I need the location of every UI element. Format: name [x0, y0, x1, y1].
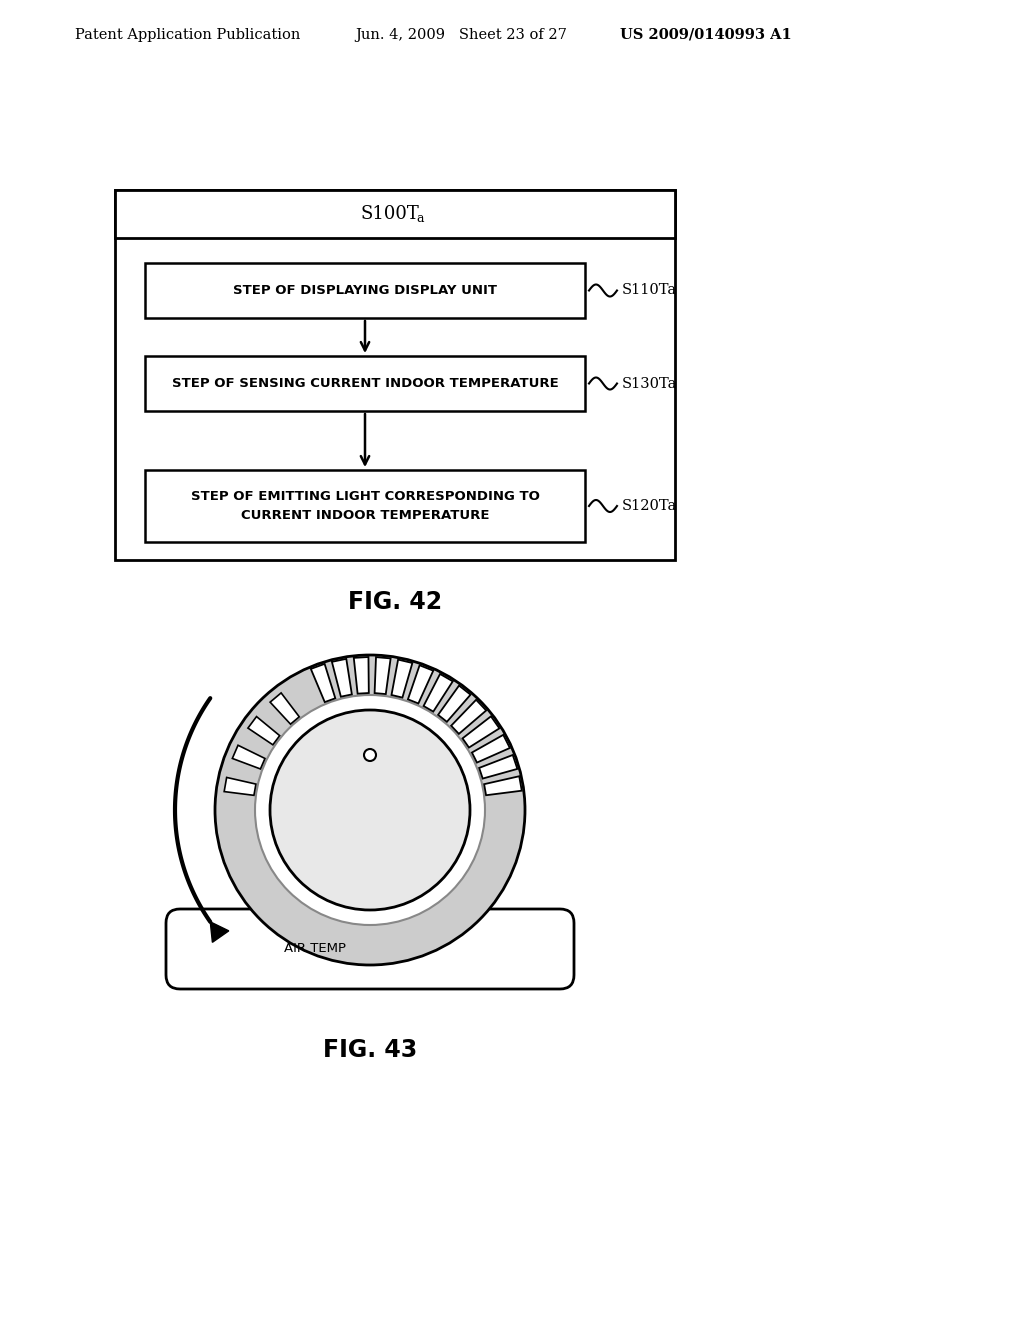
- Polygon shape: [232, 746, 265, 770]
- Text: AIR TEMP: AIR TEMP: [284, 942, 346, 956]
- Circle shape: [364, 748, 376, 762]
- Circle shape: [215, 655, 525, 965]
- Bar: [115, 190, 675, 560]
- FancyBboxPatch shape: [166, 909, 574, 989]
- Bar: [115, 190, 675, 238]
- Text: FIG. 43: FIG. 43: [323, 1038, 417, 1063]
- Polygon shape: [424, 675, 453, 711]
- Text: S120Ta: S120Ta: [622, 499, 677, 513]
- Polygon shape: [375, 657, 390, 694]
- Polygon shape: [484, 776, 522, 795]
- Polygon shape: [248, 717, 280, 744]
- Polygon shape: [452, 700, 486, 734]
- Polygon shape: [472, 735, 510, 763]
- Polygon shape: [391, 660, 413, 697]
- Polygon shape: [210, 921, 228, 942]
- Polygon shape: [463, 717, 500, 747]
- Bar: [145, 263, 585, 318]
- Text: STEP OF EMITTING LIGHT CORRESPONDING TO
CURRENT INDOOR TEMPERATURE: STEP OF EMITTING LIGHT CORRESPONDING TO …: [190, 490, 540, 521]
- Bar: [145, 356, 585, 411]
- Polygon shape: [224, 777, 256, 796]
- Polygon shape: [311, 664, 335, 702]
- Text: STEP OF DISPLAYING DISPLAY UNIT: STEP OF DISPLAYING DISPLAY UNIT: [233, 284, 497, 297]
- Text: S110Ta: S110Ta: [622, 284, 677, 297]
- Text: FIG. 42: FIG. 42: [348, 590, 442, 614]
- Text: STEP OF SENSING CURRENT INDOOR TEMPERATURE: STEP OF SENSING CURRENT INDOOR TEMPERATU…: [172, 378, 558, 389]
- Polygon shape: [270, 693, 299, 725]
- Circle shape: [270, 710, 470, 909]
- Polygon shape: [332, 659, 352, 697]
- Bar: [145, 470, 585, 543]
- Text: S100T: S100T: [360, 205, 420, 223]
- Text: S130Ta: S130Ta: [622, 376, 677, 391]
- Circle shape: [255, 696, 485, 925]
- Text: Patent Application Publication: Patent Application Publication: [75, 28, 300, 42]
- Polygon shape: [353, 657, 369, 693]
- Polygon shape: [438, 685, 471, 722]
- Text: US 2009/0140993 A1: US 2009/0140993 A1: [620, 28, 792, 42]
- Polygon shape: [408, 665, 433, 704]
- Polygon shape: [479, 755, 517, 779]
- Text: Jun. 4, 2009   Sheet 23 of 27: Jun. 4, 2009 Sheet 23 of 27: [355, 28, 567, 42]
- Text: a: a: [416, 211, 424, 224]
